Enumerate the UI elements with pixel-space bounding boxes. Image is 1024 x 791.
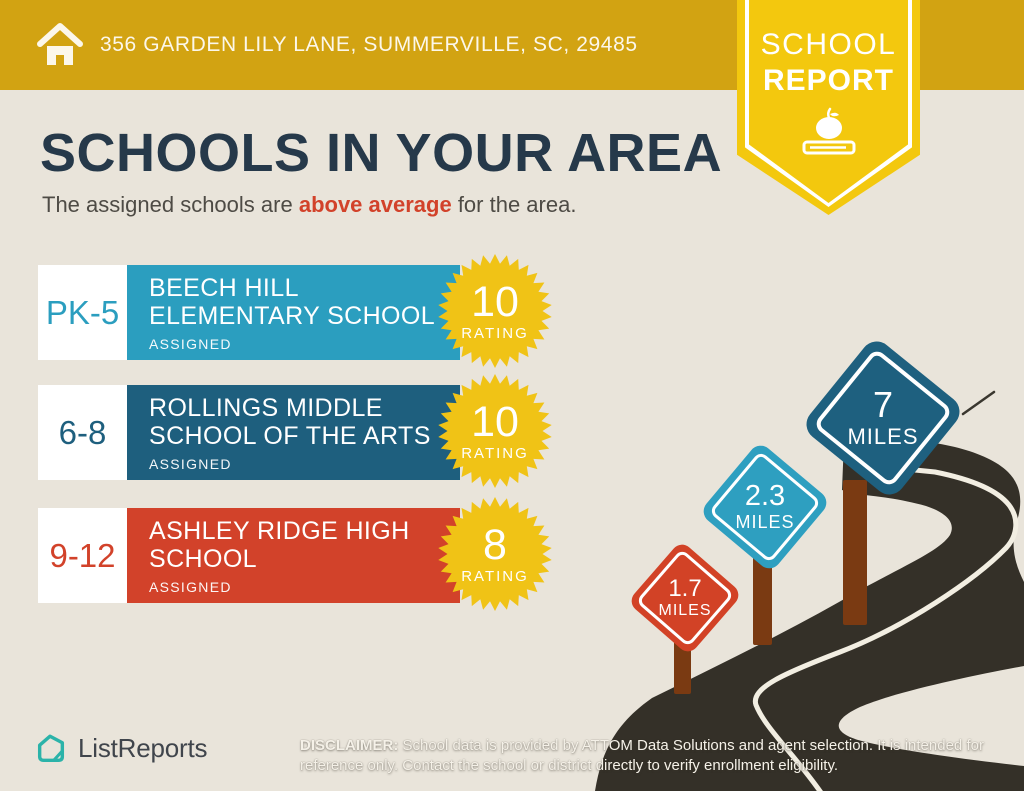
apple-on-book-icon [802,107,855,155]
school-name: ASHLEY RIDGE HIGH SCHOOL [149,516,410,574]
grade-range: PK-5 [45,293,120,331]
school-bar: ROLLINGS MIDDLE SCHOOL OF THE ARTS ASSIG… [127,385,460,480]
listreports-house-icon [37,734,65,762]
road-vanishing-line [961,390,996,416]
disclaimer-label: DISCLAIMER: [300,737,399,754]
road-illustration [595,390,1024,791]
ribbon-title-line2: REPORT [762,64,894,97]
grade-range-box: 6-8 [38,385,127,480]
subtitle-prefix: The assigned schools are [42,192,299,217]
page-title: SCHOOLS IN YOUR AREA [40,123,723,183]
distance-sign-elementary-school: 7 MILES [800,335,966,501]
assigned-tag: ASSIGNED [149,578,232,595]
distance-value: 7 [872,384,894,426]
grade-range-box: 9-12 [38,508,127,603]
school-bar: BEECH HILL ELEMENTARY SCHOOL ASSIGNED [127,265,460,360]
distance-unit: MILES [658,601,712,619]
grade-range: 9-12 [49,536,116,574]
distance-sign-high-school: 1.7 MILES [627,540,743,656]
school-name: ROLLINGS MIDDLE SCHOOL OF THE ARTS [149,393,431,451]
rating-label: RATING [461,444,529,462]
grade-range: 6-8 [58,413,107,451]
distance-value: 2.3 [744,480,786,513]
rating-starburst: 8 RATING [437,496,553,612]
sign-post [843,480,867,625]
home-icon [37,23,83,65]
school-row-elementary: PK-5 BEECH HILL ELEMENTARY SCHOOL ASSIGN… [38,254,598,368]
grade-range-box: PK-5 [38,265,127,360]
rating-value: 10 [471,397,519,446]
assigned-tag: ASSIGNED [149,455,232,472]
assigned-tag: ASSIGNED [149,335,232,352]
rating-value: 10 [471,277,519,326]
school-row-middle: 6-8 ROLLINGS MIDDLE SCHOOL OF THE ARTS A… [38,374,598,488]
rating-value: 8 [483,520,507,569]
school-row-high: 9-12 ASHLEY RIDGE HIGH SCHOOL ASSIGNED 8… [38,497,598,611]
subtitle-highlight: above average [298,192,452,217]
distance-value: 1.7 [668,575,702,603]
school-bar: ASHLEY RIDGE HIGH SCHOOL ASSIGNED [127,508,460,603]
listreports-logo: ListReports [34,731,208,765]
ribbon-content: SCHOOL REPORT [737,0,920,163]
distance-sign-middle-school: 2.3 MILES [698,440,832,574]
page-subtitle: The assigned schools are above average f… [42,192,576,218]
distance-unit: MILES [735,511,795,532]
listreports-wordmark: ListReports [78,732,208,763]
rating-label: RATING [461,324,529,342]
school-report-ribbon: SCHOOL REPORT [737,0,920,215]
rating-starburst: 10 RATING [437,373,553,489]
rating-label: RATING [461,567,529,585]
ribbon-title-line1: SCHOOL [760,28,897,61]
subtitle-suffix: for the area. [451,192,577,217]
school-name: BEECH HILL ELEMENTARY SCHOOL [149,273,436,331]
distance-unit: MILES [847,423,919,449]
disclaimer-text: DISCLAIMER: School data is provided by A… [300,737,984,775]
property-address: 356 GARDEN LILY LANE, SUMMERVILLE, SC, 2… [100,33,638,56]
rating-starburst: 10 RATING [437,253,553,369]
